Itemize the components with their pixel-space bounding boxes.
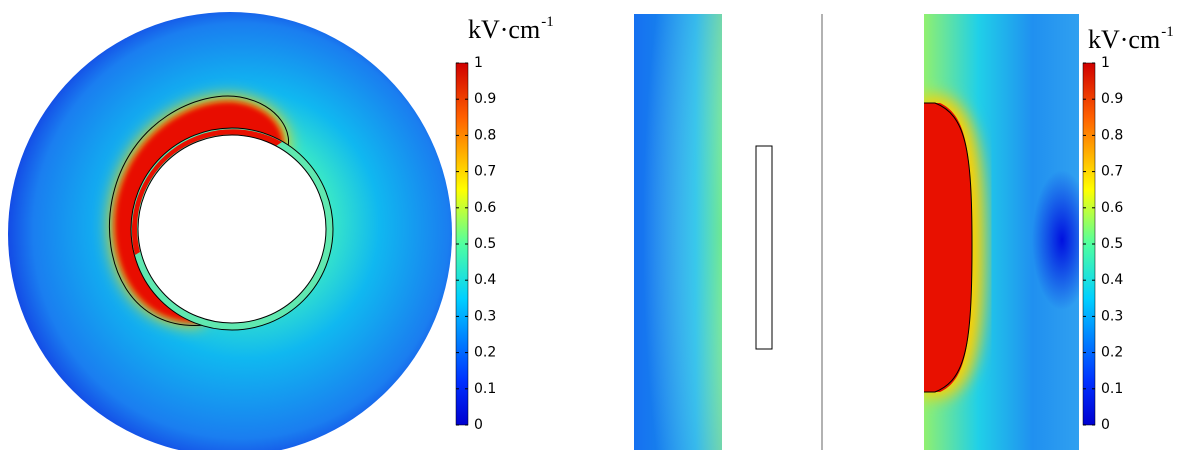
right-field-plot (924, 14, 1079, 450)
colorbar-unit-exponent: -1 (541, 14, 554, 30)
colorbar-tick-label: 1 (474, 55, 483, 71)
colorbar-unit-exponent: -1 (1161, 24, 1174, 40)
colorbar-tick-label: 0.7 (1101, 164, 1123, 180)
colorbar-tick-label: 0.2 (1101, 345, 1123, 361)
colorbar-tick-label: 0.9 (474, 91, 496, 107)
colorbar-unit: kV·cm (1088, 25, 1160, 54)
colorbar-tick-label: 0.1 (474, 381, 496, 397)
colorbar-tick-label: 0 (474, 417, 483, 433)
colorbar-tick-label: 0.7 (474, 164, 496, 180)
colorbar-tick-label: 0.4 (474, 272, 496, 288)
colorbar-tick-label: 1 (1101, 55, 1110, 71)
colorbar-tick-label: 0.1 (1101, 381, 1123, 397)
colorbar-tick-label: 0.5 (474, 236, 496, 252)
left-field-plot (8, 12, 452, 450)
colorbar-tick-label: 0.8 (1101, 127, 1123, 143)
colorbar-tick-label: 0.9 (1101, 91, 1123, 107)
colorbar-tick-label: 0.4 (1101, 272, 1123, 288)
colorbar-tick-label: 0.5 (1101, 236, 1123, 252)
colorbar-tick-label: 0.3 (474, 308, 496, 324)
colorbar-tick-label: 0.6 (474, 200, 496, 216)
colorbar-unit: kV·cm (468, 15, 540, 44)
colorbar-tick-label: 0.6 (1101, 200, 1123, 216)
colorbar-tick-label: 0.3 (1101, 308, 1123, 324)
middle-field-plot (634, 14, 823, 450)
colorbar-tick-label: 0.2 (474, 345, 496, 361)
colorbar-tick-label: 0 (1101, 417, 1110, 433)
colorbar-tick-label: 0.8 (474, 127, 496, 143)
